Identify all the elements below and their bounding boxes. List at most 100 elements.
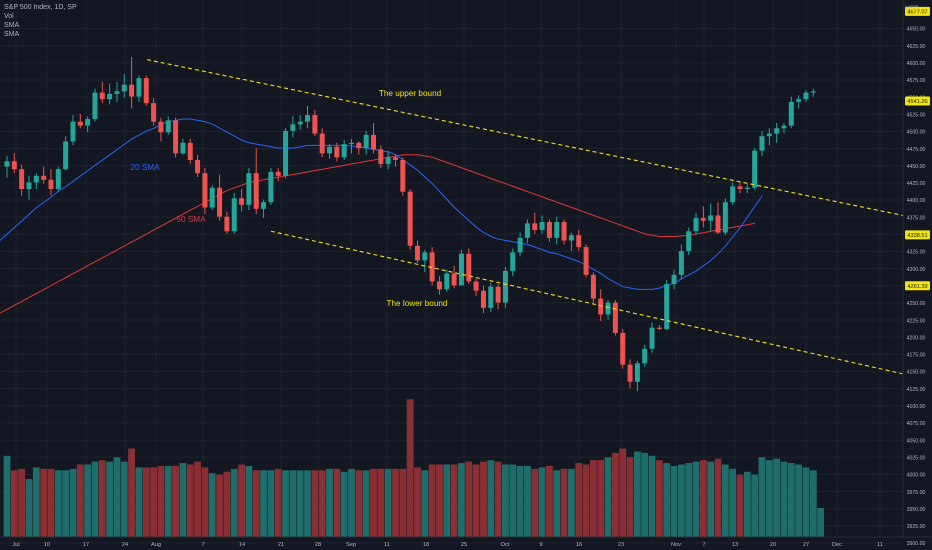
volume-bar — [370, 468, 377, 537]
candle-body — [517, 237, 523, 253]
candle-body — [305, 115, 311, 122]
price-tick-label: 4500.00 — [907, 130, 926, 136]
legend-volume[interactable]: Vol — [4, 13, 14, 20]
candle-body — [121, 84, 127, 92]
volume-bar — [142, 467, 150, 537]
candle-body — [686, 231, 692, 252]
volume-bar — [47, 468, 55, 537]
volume-bar — [282, 470, 289, 537]
volume-bar — [575, 463, 583, 537]
candle-body — [187, 142, 193, 160]
candle-body — [77, 121, 83, 126]
volume-bar — [106, 461, 114, 537]
volume-bar — [245, 465, 253, 537]
candle-body — [752, 150, 758, 188]
candle-body — [444, 273, 450, 290]
price-tick-label: 4450.00 — [907, 164, 926, 170]
candle-body — [429, 252, 435, 282]
volume-bar — [333, 468, 341, 537]
candle-body — [371, 134, 376, 150]
candle-body — [349, 142, 355, 145]
volume-bar — [714, 458, 722, 537]
time-tick-label: 14 — [239, 542, 245, 548]
candlesticks[interactable] — [4, 56, 816, 392]
volume-bar — [480, 461, 487, 537]
time-tick-label: 16 — [576, 542, 582, 548]
time-tick-label: 21 — [278, 542, 284, 548]
candle-body — [722, 202, 728, 233]
volume-bar — [809, 470, 817, 537]
candle-body — [246, 173, 252, 205]
price-tick-label: 4325.00 — [907, 250, 926, 256]
candle-body — [627, 364, 633, 382]
volume-bar — [128, 448, 136, 537]
time-tick-label: 7 — [702, 542, 705, 548]
candle-body — [253, 173, 259, 209]
price-tick-label: 4125.00 — [907, 387, 926, 393]
candle-body — [605, 302, 611, 315]
volume-bar — [208, 473, 216, 537]
candle-body — [590, 274, 596, 299]
volume-bar — [582, 464, 590, 537]
price-tick-label: 4525.00 — [907, 112, 926, 118]
volume-bar — [113, 457, 121, 537]
time-tick-label: 23 — [618, 542, 624, 548]
legend-title[interactable]: S&P 500 Index, 1D, SP — [4, 4, 77, 11]
volume-bar — [692, 461, 700, 537]
time-tick-label: 28 — [315, 542, 321, 548]
price-tick-label: 4050.00 — [907, 438, 926, 444]
time-tick-label: 20 — [770, 542, 776, 548]
volume-bar — [472, 464, 480, 537]
volume-bar — [216, 474, 223, 537]
price-tag — [905, 230, 930, 240]
volume-bar — [553, 470, 561, 537]
price-tag-label: 4261.39 — [907, 284, 927, 290]
candle-body — [708, 215, 714, 221]
volume-bar — [326, 468, 333, 537]
candle-body — [407, 191, 413, 246]
volume-bar — [685, 463, 693, 537]
legend-sma-2[interactable]: SMA — [4, 31, 20, 38]
price-tick-label: 4425.00 — [907, 181, 926, 187]
price-tick-label: 4300.00 — [907, 267, 926, 273]
candle-body — [546, 222, 552, 238]
volume-bar — [186, 464, 194, 537]
volume-bar — [436, 464, 443, 537]
candle-body — [341, 144, 347, 158]
candle-body — [268, 171, 274, 203]
volume-bar — [773, 458, 781, 537]
candle-body — [385, 157, 391, 164]
candle-body — [414, 245, 420, 261]
chart-legend[interactable]: S&P 500 Index, 1D, SP Vol SMA SMA — [4, 3, 77, 39]
candle-body — [158, 121, 164, 133]
time-axis[interactable]: Jul 10 17 24 Aug 7 14 21 28 Sep 11 18 25 Oct 9 16 23 Nov 7… — [12, 542, 882, 548]
volume-bar — [384, 468, 392, 537]
price-tick-label: 4475.00 — [907, 147, 926, 153]
time-tick-label: 27 — [803, 542, 809, 548]
price-tick-label: 4600.00 — [907, 61, 926, 67]
candle-body — [327, 146, 333, 154]
candle-body — [781, 125, 787, 129]
volume-bar — [296, 470, 304, 537]
candle-body — [744, 187, 750, 190]
time-tick-label: Aug — [151, 542, 161, 548]
candle-body — [136, 78, 142, 97]
candle-body — [532, 223, 538, 230]
candle-body — [774, 128, 780, 134]
candle-body — [554, 222, 560, 238]
candle-body — [583, 247, 589, 275]
candle-body — [378, 149, 384, 164]
volume-bar — [164, 465, 172, 537]
legend-sma-1[interactable]: SMA — [4, 22, 20, 29]
trendlines[interactable] — [146, 59, 904, 375]
candle-body — [458, 253, 464, 286]
volume-bar — [18, 468, 26, 537]
candle-body — [319, 133, 325, 154]
candle-body — [671, 274, 677, 285]
price-axis[interactable]: 4650.004625.004600.004575.004550.004525.… — [907, 27, 926, 548]
price-tick-label: 4075.00 — [907, 421, 926, 427]
candle-body — [334, 146, 340, 158]
volume-bar — [641, 452, 649, 537]
